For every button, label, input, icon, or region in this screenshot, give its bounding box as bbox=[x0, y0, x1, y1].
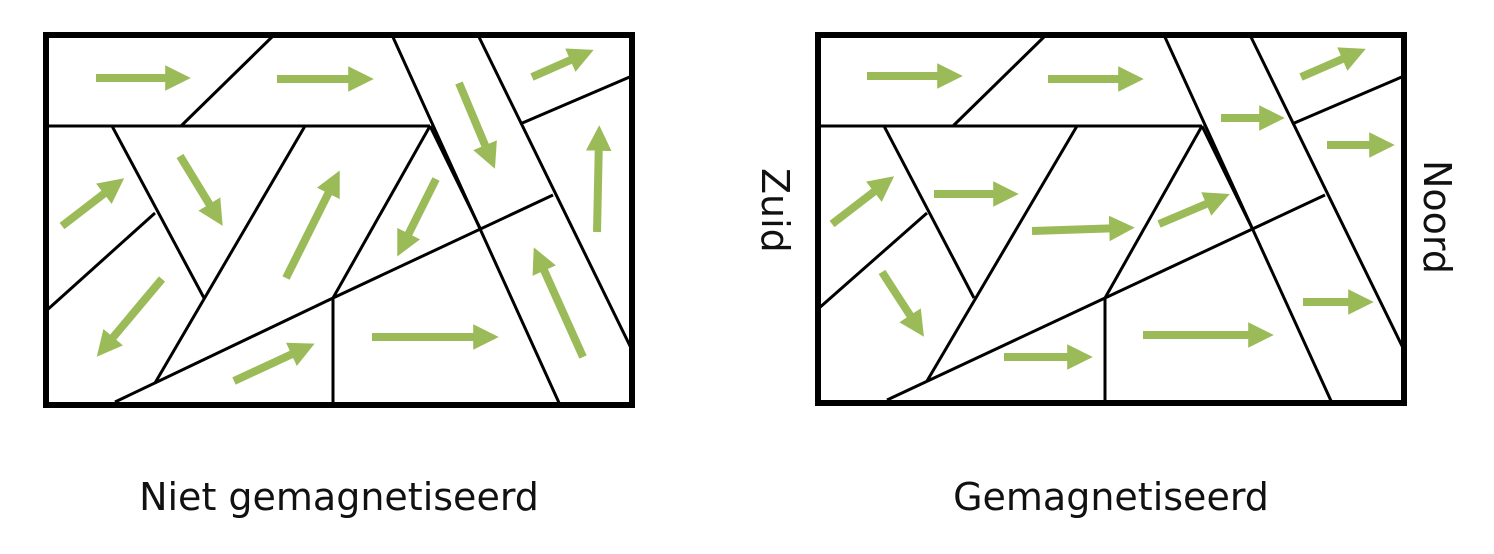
domain-arrow bbox=[1299, 47, 1366, 81]
domain-boundary bbox=[428, 125, 482, 229]
domain-arrow bbox=[878, 269, 924, 337]
domain-arrow bbox=[829, 176, 895, 228]
domain-arrow bbox=[530, 48, 594, 81]
domain-boundary bbox=[332, 193, 554, 300]
domain-arrow bbox=[585, 125, 612, 233]
domain-boundary bbox=[1248, 34, 1406, 351]
outer-border bbox=[815, 32, 1407, 406]
domain-boundary bbox=[331, 125, 432, 299]
diagram-not-magnetized bbox=[43, 32, 635, 408]
domain-arrow bbox=[397, 177, 440, 257]
domain-boundary bbox=[1200, 125, 1254, 229]
domain-arrow bbox=[455, 81, 497, 169]
domain-boundary bbox=[179, 33, 276, 128]
domain-arrow bbox=[176, 153, 223, 226]
domain-boundary bbox=[114, 296, 334, 404]
outer-border bbox=[43, 32, 635, 408]
domain-boundary bbox=[1104, 193, 1326, 300]
domain-boundary bbox=[817, 211, 928, 311]
caption-not-magnetized: Niet gemagnetiseerd bbox=[139, 475, 539, 519]
domain-boundary bbox=[44, 211, 157, 313]
domain-arrow bbox=[1157, 192, 1230, 228]
domain-arrow bbox=[232, 342, 315, 385]
caption-magnetized: Gemagnetiseerd bbox=[953, 475, 1269, 519]
domain-arrow bbox=[59, 178, 125, 230]
domain-boundary bbox=[153, 125, 307, 384]
domain-arrow bbox=[532, 247, 587, 359]
domain-boundary bbox=[110, 125, 206, 299]
domain-boundary bbox=[476, 34, 634, 351]
domain-boundary bbox=[1291, 74, 1405, 126]
south-pole-label: Zuid bbox=[753, 168, 797, 253]
domain-boundary bbox=[882, 125, 976, 299]
domain-boundary bbox=[519, 74, 633, 126]
domain-arrow bbox=[282, 170, 340, 280]
north-pole-label: Noord bbox=[1415, 160, 1459, 274]
domain-boundary bbox=[886, 296, 1106, 402]
domain-arrow bbox=[96, 276, 166, 357]
domain-boundary bbox=[1103, 125, 1204, 299]
diagram-magnetized bbox=[815, 32, 1407, 406]
domain-boundary bbox=[951, 33, 1048, 128]
domain-boundary bbox=[925, 125, 1079, 382]
domain-arrow bbox=[1031, 215, 1135, 242]
